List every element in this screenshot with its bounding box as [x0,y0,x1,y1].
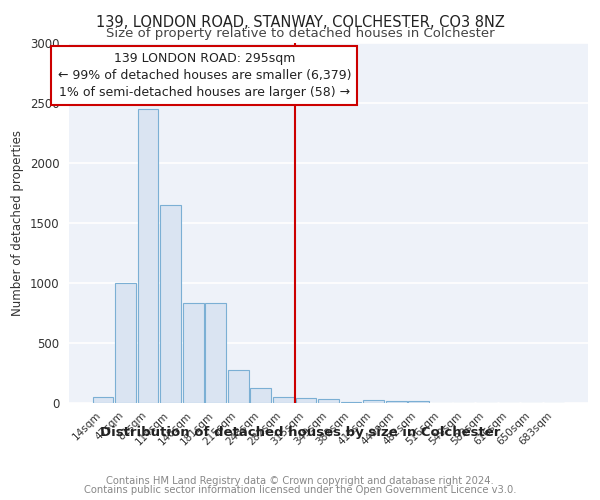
Bar [137,108,158,403]
Bar [318,399,339,402]
Bar [183,303,203,402]
Bar [273,396,294,402]
Bar [250,388,271,402]
Bar [92,396,113,402]
Bar [296,398,316,402]
Text: Size of property relative to detached houses in Colchester: Size of property relative to detached ho… [106,28,494,40]
Text: 139 LONDON ROAD: 295sqm
← 99% of detached houses are smaller (6,379)
1% of semi-: 139 LONDON ROAD: 295sqm ← 99% of detache… [58,52,351,99]
Bar [115,282,136,403]
Text: Distribution of detached houses by size in Colchester: Distribution of detached houses by size … [100,426,500,439]
Bar [160,204,181,402]
Text: Contains HM Land Registry data © Crown copyright and database right 2024.: Contains HM Land Registry data © Crown c… [106,476,494,486]
Text: Contains public sector information licensed under the Open Government Licence v3: Contains public sector information licen… [84,485,516,495]
Bar [205,303,226,402]
Text: 139, LONDON ROAD, STANWAY, COLCHESTER, CO3 8NZ: 139, LONDON ROAD, STANWAY, COLCHESTER, C… [95,15,505,30]
Bar [228,370,248,402]
Y-axis label: Number of detached properties: Number of detached properties [11,130,24,316]
Bar [363,400,384,402]
Bar [386,400,407,402]
